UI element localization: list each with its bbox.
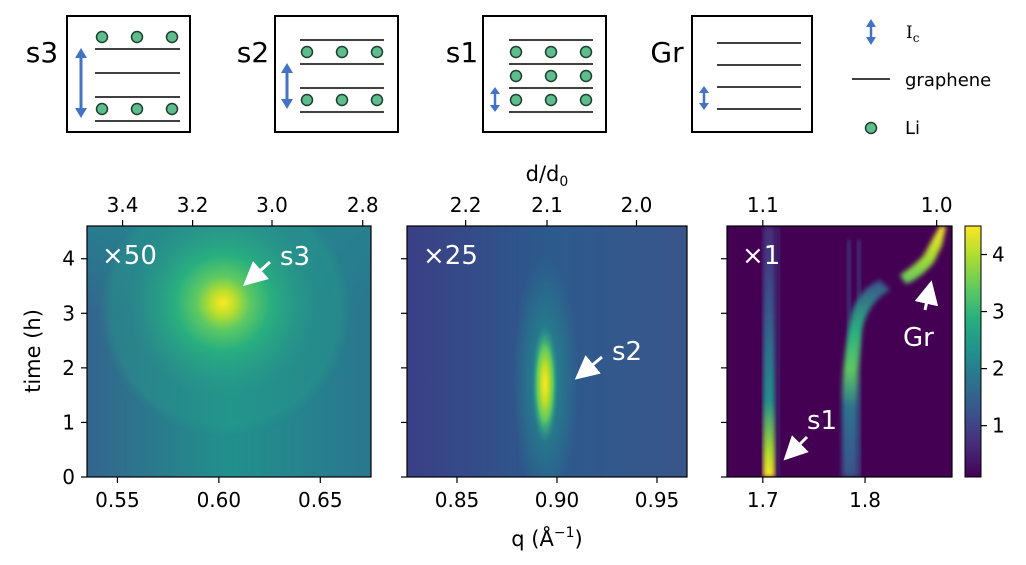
peak-label: s1 <box>807 406 837 436</box>
li-atom <box>579 93 593 107</box>
ic-arrow-icon <box>490 87 500 112</box>
colorbar-tick-label: 2 <box>992 357 1005 381</box>
li-atom <box>335 93 349 107</box>
y-tick-label: 1 <box>62 410 75 434</box>
li-atom <box>509 45 523 59</box>
colorbar-tick-label: 3 <box>992 300 1005 324</box>
colorbar-ticks: 1 2 3 4 <box>981 243 1005 438</box>
schematic-s1: s1 <box>446 15 607 133</box>
li-atom <box>130 102 144 116</box>
li-atom <box>370 93 384 107</box>
heatmap-peak <box>407 226 687 477</box>
li-atom <box>335 45 349 59</box>
top-tick-label: 2.0 <box>621 193 653 217</box>
li-atom <box>509 69 523 83</box>
top-tick-label: 2.8 <box>347 193 379 217</box>
schematic-s2: s2 <box>237 15 399 133</box>
legend-graphene-label: graphene <box>905 70 991 91</box>
heatmap-panel-s3: 0.55 0.60 0.65 3.4 3.2 3.0 2.8 0 1 2 3 4 time (h) ×… <box>21 193 379 512</box>
peak-label: Gr <box>903 323 934 353</box>
x-tick-label: 0.85 <box>435 488 480 512</box>
top-tick-label: 2.1 <box>531 193 563 217</box>
top-tick-label: 1.1 <box>747 193 779 217</box>
x-tick-label: 0.60 <box>197 488 242 512</box>
peak-arrow <box>243 260 271 286</box>
schematic-legend: Ic graphene Li <box>852 19 991 139</box>
schematic-box <box>274 15 399 133</box>
top-tick-label: 3.4 <box>107 193 139 217</box>
colorbar-gradient <box>964 225 982 478</box>
legend-li-label: Li <box>905 118 920 139</box>
heatmap-s1-streak <box>763 226 775 477</box>
axis-ticks: 0.85 0.90 0.95 2.2 2.1 2.0 <box>401 193 679 512</box>
top-tick-label: 2.2 <box>450 193 482 217</box>
schematic-label: s1 <box>446 36 478 69</box>
schematic-s3: s3 <box>26 15 191 133</box>
heatmap-panel-s2: 0.85 0.90 0.95 2.2 2.1 2.0 ×25 s2 q (Å−1) d/d… <box>401 162 688 551</box>
li-atom <box>544 69 558 83</box>
axis-ticks: 1.7 1.8 1.1 1.0 <box>721 193 953 512</box>
heatmap-faint-line <box>776 226 780 477</box>
xlabel: q (Å−1) <box>511 525 582 551</box>
plot-frame <box>86 225 372 478</box>
ic-arrow-icon <box>699 86 709 110</box>
multiplier-label: ×25 <box>423 241 478 271</box>
peak-label: s2 <box>612 337 642 367</box>
ic-arrow-icon <box>75 48 87 118</box>
schematic-box <box>691 15 813 133</box>
x-tick-label: 1.7 <box>747 488 779 512</box>
colorbar: 1 2 3 4 <box>964 225 1005 478</box>
peak-arrow <box>574 355 603 380</box>
li-atom <box>95 102 109 116</box>
li-atom <box>300 93 314 107</box>
li-legend-icon <box>864 121 878 135</box>
li-atom <box>95 30 109 44</box>
top-tick-label: 3.2 <box>177 193 209 217</box>
peak-label: s3 <box>280 242 310 272</box>
schematic-label: s3 <box>26 36 58 69</box>
y-tick-label: 0 <box>62 465 75 489</box>
schematic-label: Gr <box>650 36 684 69</box>
axis-ticks: 0.55 0.60 0.65 3.4 3.2 3.0 2.8 0 1 2 3 4 <box>62 193 378 512</box>
colorbar-tick-label: 4 <box>992 243 1005 267</box>
ic-arrow-icon <box>281 63 293 109</box>
x-tick-label: 0.55 <box>95 488 140 512</box>
y-tick-label: 3 <box>62 301 75 325</box>
x-tick-label: 1.8 <box>849 488 881 512</box>
peak-arrow <box>914 280 939 311</box>
plot-frame <box>726 225 953 478</box>
li-atom <box>370 45 384 59</box>
y-tick-label: 2 <box>62 356 75 380</box>
li-atom <box>130 30 144 44</box>
top-xlabel: d/d0 <box>526 162 569 190</box>
y-tick-label: 4 <box>62 247 75 271</box>
colorbar-tick-label: 1 <box>992 414 1005 438</box>
schematic-label: s2 <box>237 36 269 69</box>
multiplier-label: ×50 <box>102 241 157 271</box>
ylabel: time (h) <box>21 309 45 393</box>
ic-arrow-icon <box>866 19 876 45</box>
top-tick-label: 3.0 <box>256 193 288 217</box>
li-atom <box>544 45 558 59</box>
li-atom <box>165 30 179 44</box>
li-atom <box>300 45 314 59</box>
schematic-gr: Gr <box>650 15 813 133</box>
li-atom <box>579 45 593 59</box>
heatmap-mid-band <box>842 280 890 477</box>
legend-ic-label: Ic <box>906 23 920 45</box>
x-tick-label: 0.65 <box>298 488 343 512</box>
top-tick-label: 1.0 <box>921 193 953 217</box>
heatmap-gr-streak <box>900 226 946 284</box>
peak-arrow <box>783 435 809 461</box>
x-tick-label: 0.90 <box>535 488 580 512</box>
x-tick-label: 0.95 <box>635 488 680 512</box>
heatmap-peak <box>87 226 371 477</box>
li-atom <box>509 93 523 107</box>
heatmap-panel-s1: 1.7 1.8 1.1 1.0 ×1 s1 Gr <box>721 193 953 512</box>
li-atom <box>165 102 179 116</box>
li-atom <box>579 69 593 83</box>
li-atom <box>544 93 558 107</box>
multiplier-label: ×1 <box>742 241 780 271</box>
